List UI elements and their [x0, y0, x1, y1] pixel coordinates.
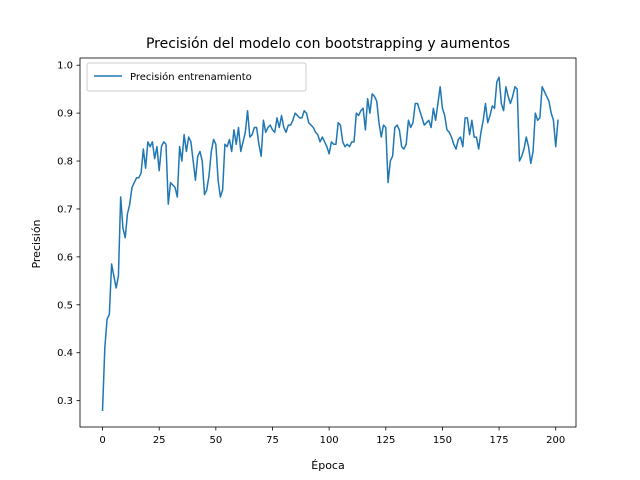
x-tick-label: 0 — [99, 435, 105, 446]
x-tick-label: 50 — [209, 435, 222, 446]
y-tick-label: 0.3 — [57, 396, 73, 407]
y-tick-label: 0.6 — [57, 252, 73, 263]
legend-box — [86, 62, 307, 92]
y-tick-label: 0.8 — [57, 157, 73, 168]
x-tick-label: 175 — [490, 435, 509, 446]
axes-frame — [79, 57, 577, 428]
x-tick-label: 25 — [153, 435, 166, 446]
x-axis-label: Época — [311, 459, 344, 472]
legend: Precisión entrenamiento — [86, 62, 307, 92]
plot-area: 0 25 50 75 100 125 150 175 200 0.3 0.4 0.5 0.6 0.7 0.8… — [57, 57, 577, 446]
y-axis-label: Precisión — [30, 219, 43, 268]
y-tick-label: 1.0 — [57, 61, 73, 72]
chart-title: Precisión del modelo con bootstrapping y… — [146, 36, 510, 52]
x-tick-label: 75 — [266, 435, 279, 446]
y-tick-label: 0.4 — [57, 348, 73, 359]
legend-label: Precisión entrenamiento — [130, 71, 252, 83]
x-tick-label: 200 — [546, 435, 565, 446]
series-line-0 — [101, 76, 559, 412]
x-tick-label: 100 — [320, 435, 339, 446]
x-tick-label: 125 — [376, 435, 395, 446]
x-tick-label: 150 — [433, 435, 452, 446]
y-tick-label: 0.7 — [57, 204, 73, 215]
y-tick-label: 0.9 — [57, 109, 73, 120]
y-tick-label: 0.5 — [57, 300, 73, 311]
